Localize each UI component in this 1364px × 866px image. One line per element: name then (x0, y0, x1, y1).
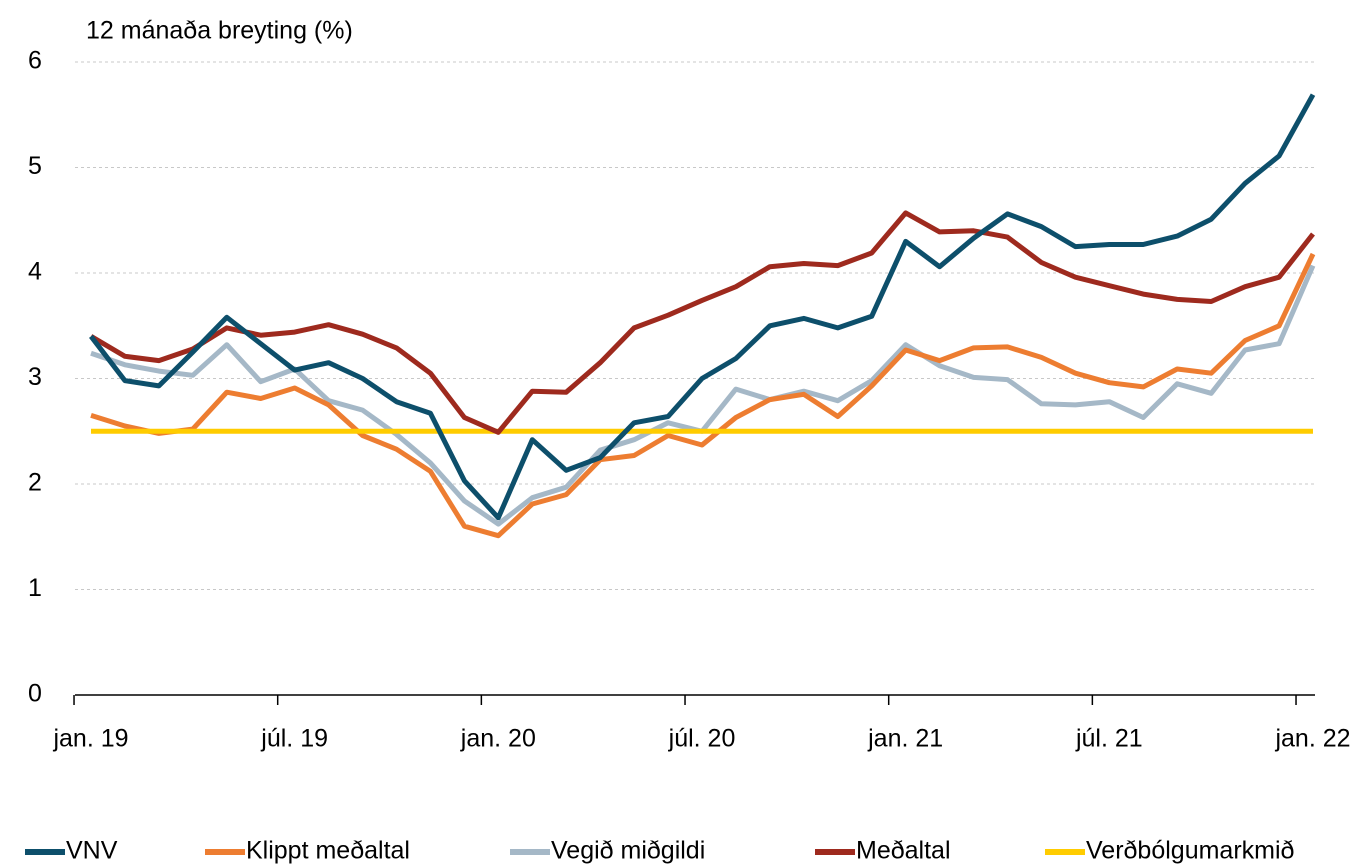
legend-label: Vegið miðgildi (551, 837, 705, 865)
series-line (89, 93, 1316, 521)
x-tick-label: jan. 19 (52, 725, 128, 753)
legend-label: Meðaltal (856, 837, 951, 865)
y-tick-label: 6 (28, 47, 42, 75)
y-tick-label: 4 (28, 258, 42, 286)
y-tick-label: 3 (28, 363, 42, 391)
series-line (89, 210, 1315, 435)
x-tick-label: jan. 21 (867, 725, 943, 753)
y-tick-label: 0 (28, 680, 42, 708)
x-tick-label: júl. 19 (260, 725, 328, 753)
x-tick-label: júl. 20 (668, 725, 736, 753)
x-tick-label: júl. 21 (1075, 725, 1143, 753)
legend-label: Klippt meðaltal (246, 837, 410, 865)
x-tick-label: jan. 20 (460, 725, 536, 753)
legend-label: VNV (66, 837, 118, 865)
y-tick-label: 2 (28, 469, 42, 497)
x-tick-label: jan. 22 (1274, 725, 1350, 753)
y-axis-label: 12 mánaða breyting (%) (86, 17, 353, 45)
y-tick-label: 5 (28, 152, 42, 180)
y-tick-label: 1 (28, 574, 42, 602)
legend-label: Verðbólgumarkmið (1086, 837, 1294, 865)
series-line (90, 252, 1316, 539)
